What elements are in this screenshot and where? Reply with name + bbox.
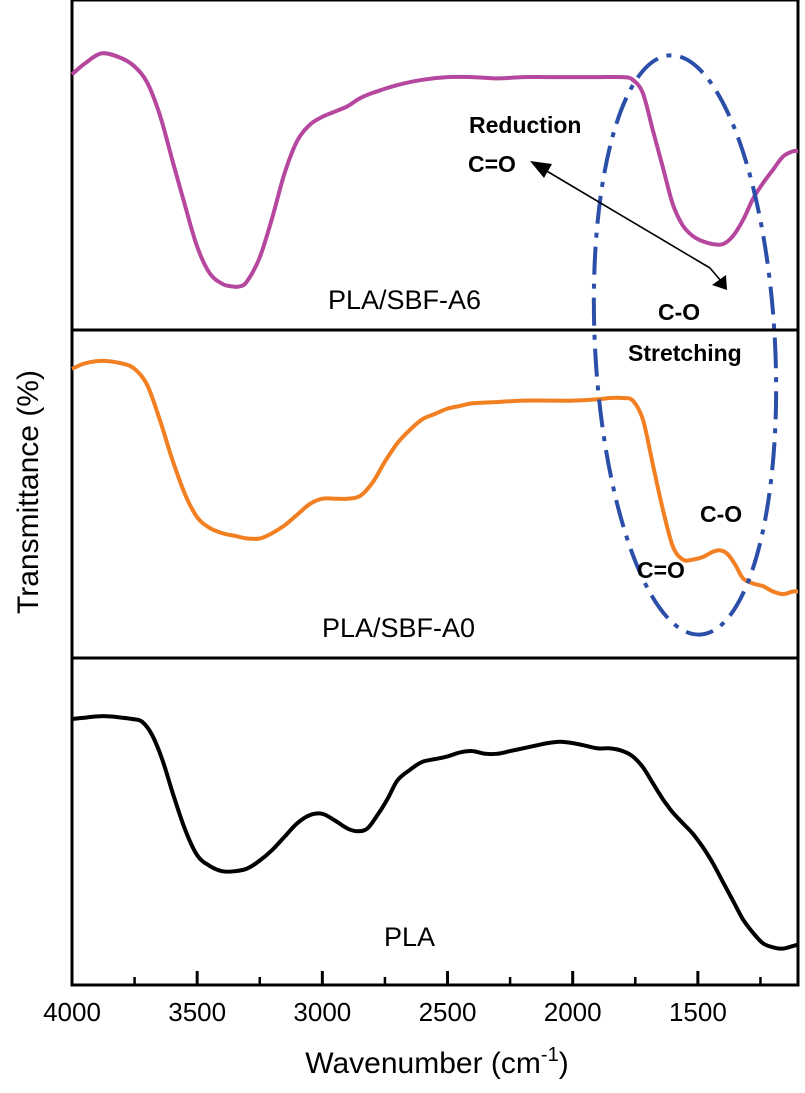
annotation-reduction-co: C=O [468, 151, 516, 177]
x-tick-label: 1500 [669, 997, 727, 1027]
x-ticks: 4000 3500 3000 2500 2000 1500 [43, 971, 762, 1027]
x-axis-title-main: Wavenumber (cm [305, 1047, 541, 1080]
highlight-ellipse [591, 53, 779, 637]
y-axis-title: Transmittance (%) [12, 370, 45, 614]
spectra-curves [70, 51, 799, 951]
annotation-reduction: Reduction [469, 112, 581, 138]
annotation-arrows [530, 161, 727, 290]
arrow-head-co [530, 161, 552, 178]
x-axis-title-suffix: ) [559, 1047, 569, 1080]
arrow-line-to-co [544, 169, 711, 269]
series-label-pla-sbf-a0: PLA/SBF-A0 [322, 613, 475, 643]
x-tick-label: 3500 [168, 997, 226, 1027]
series-line-pla [71, 714, 799, 951]
x-tick-label: 4000 [43, 997, 101, 1027]
annotation-peak-c-double-o: C=O [637, 557, 685, 583]
x-axis-title: Wavenumber (cm-1) [305, 1044, 568, 1080]
series-line-pla-sbf-a6 [70, 51, 799, 289]
x-tick-label: 2500 [419, 997, 477, 1027]
x-axis-title-sup: -1 [541, 1044, 559, 1066]
plot-frame [70, 0, 800, 987]
x-tick-label: 3000 [293, 997, 351, 1027]
annotation-stretching: Stretching [628, 340, 742, 366]
series-label-pla: PLA [384, 922, 435, 952]
x-tick-label: 2000 [544, 997, 602, 1027]
series-line-pla-sbf-a0 [71, 358, 799, 597]
annotation-co-stretching: C-O [658, 299, 700, 325]
arrow-head-stretching [712, 275, 727, 290]
arrow-line-to-stretching [709, 267, 722, 282]
annotation-peak-c-o: C-O [700, 501, 742, 527]
series-label-pla-sbf-a6: PLA/SBF-A6 [328, 285, 481, 315]
